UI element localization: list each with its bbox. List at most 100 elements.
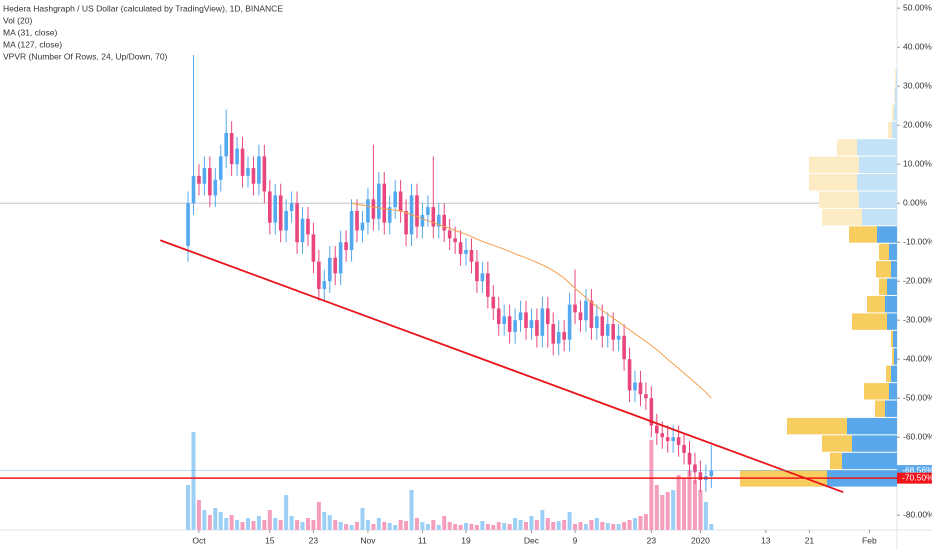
price-label-bg	[897, 465, 932, 477]
candle-body	[518, 312, 523, 321]
y-tick-label: -20.00%	[903, 275, 932, 285]
moving-average	[351, 202, 712, 399]
candle-body	[306, 218, 310, 235]
candle-body	[671, 437, 675, 442]
candle-body	[665, 437, 670, 442]
candle-body	[447, 230, 452, 239]
volume-bar	[474, 525, 479, 530]
volume-bar	[436, 525, 441, 530]
candle-body	[578, 312, 583, 321]
candle-body	[545, 308, 550, 325]
volume-bar	[660, 495, 665, 530]
volume-bar	[534, 520, 539, 530]
candle-body	[442, 214, 447, 231]
vpvr-up	[852, 435, 897, 452]
volume-bar	[600, 522, 605, 530]
legend: Hedera Hashgraph / US Dollar (calculated…	[3, 3, 283, 61]
vpvr-down	[830, 452, 842, 470]
candle-body	[556, 331, 561, 344]
candle-body	[387, 207, 392, 223]
candle-body	[469, 249, 474, 262]
y-tick-label: -60.00%	[903, 431, 932, 441]
volume-bar	[453, 524, 458, 530]
volume-bar	[491, 525, 496, 530]
x-tick-label: 2020	[691, 535, 710, 545]
candle-body	[404, 210, 408, 235]
volume-bar	[398, 520, 403, 530]
candle-body	[605, 324, 610, 336]
volume-bar	[278, 520, 283, 530]
candle-body	[262, 156, 267, 192]
volume-bar	[284, 495, 289, 530]
candle-body	[573, 304, 577, 313]
volume-bar	[311, 520, 316, 530]
candle-body	[295, 203, 299, 243]
candle-body	[562, 331, 566, 340]
volume-bar	[518, 520, 523, 530]
candle-body	[660, 433, 665, 438]
volume-bar	[545, 518, 550, 530]
candle-body	[218, 156, 223, 180]
candle-body	[191, 175, 196, 204]
candle-body	[202, 168, 207, 184]
candle-body	[513, 320, 517, 332]
candle-body	[268, 191, 272, 223]
candle-body	[415, 195, 419, 227]
volume-bar	[480, 521, 485, 530]
volume-bar	[529, 516, 534, 530]
candle-body	[627, 359, 632, 391]
volume-bar	[496, 522, 501, 530]
volume-bar	[682, 478, 687, 530]
candle-body	[453, 238, 457, 243]
volume-bar	[627, 520, 632, 530]
volume-bar	[638, 516, 643, 530]
candle-body	[622, 335, 626, 360]
volume-bar	[698, 490, 703, 530]
candle-body	[475, 261, 479, 282]
candle-body	[600, 316, 605, 336]
volume-bar	[246, 518, 251, 530]
vpvr-down	[891, 330, 893, 348]
candle-body	[431, 207, 436, 227]
candle-body	[611, 324, 616, 340]
volume-bar	[540, 510, 545, 530]
candle-body	[382, 183, 387, 223]
price-label: -70.50%	[902, 472, 932, 482]
candle-body	[371, 199, 376, 219]
volume-bar	[196, 500, 201, 530]
x-tick-label: 19	[461, 535, 471, 545]
volume-bar	[251, 521, 256, 530]
x-tick-label: 11	[418, 535, 427, 545]
volume-bar	[338, 522, 343, 530]
candle-body	[251, 168, 256, 184]
volume-bar	[333, 520, 338, 530]
y-tick-label: -50.00%	[903, 392, 932, 402]
trend-line	[159, 239, 844, 494]
vpvr-down	[852, 313, 887, 330]
volume-bar	[305, 518, 310, 530]
candle-body	[436, 214, 441, 227]
y-tick-label: -40.00%	[903, 353, 932, 363]
candle-body	[377, 183, 381, 219]
candle-body	[464, 249, 468, 254]
x-tick-label: 9	[573, 535, 578, 545]
volume-bar	[676, 475, 681, 530]
candle-body	[426, 207, 430, 215]
legend-entry: Vol (20)	[3, 15, 32, 25]
vpvr-down	[837, 139, 857, 156]
vpvr-down	[819, 191, 859, 208]
candle-body	[709, 470, 714, 477]
candle-body	[284, 210, 288, 231]
vpvr-down	[894, 86, 895, 104]
candle-body	[638, 382, 643, 395]
candle-body	[322, 281, 327, 289]
candle-body	[186, 203, 190, 247]
volume-bar	[404, 521, 409, 530]
x-tick-label: Oct	[192, 535, 206, 545]
candle-body	[360, 222, 365, 231]
volume-bar	[431, 520, 436, 530]
candle-body	[584, 300, 588, 321]
candle-body	[273, 195, 278, 223]
vpvr-down	[888, 121, 892, 139]
volume-bar	[186, 485, 191, 530]
